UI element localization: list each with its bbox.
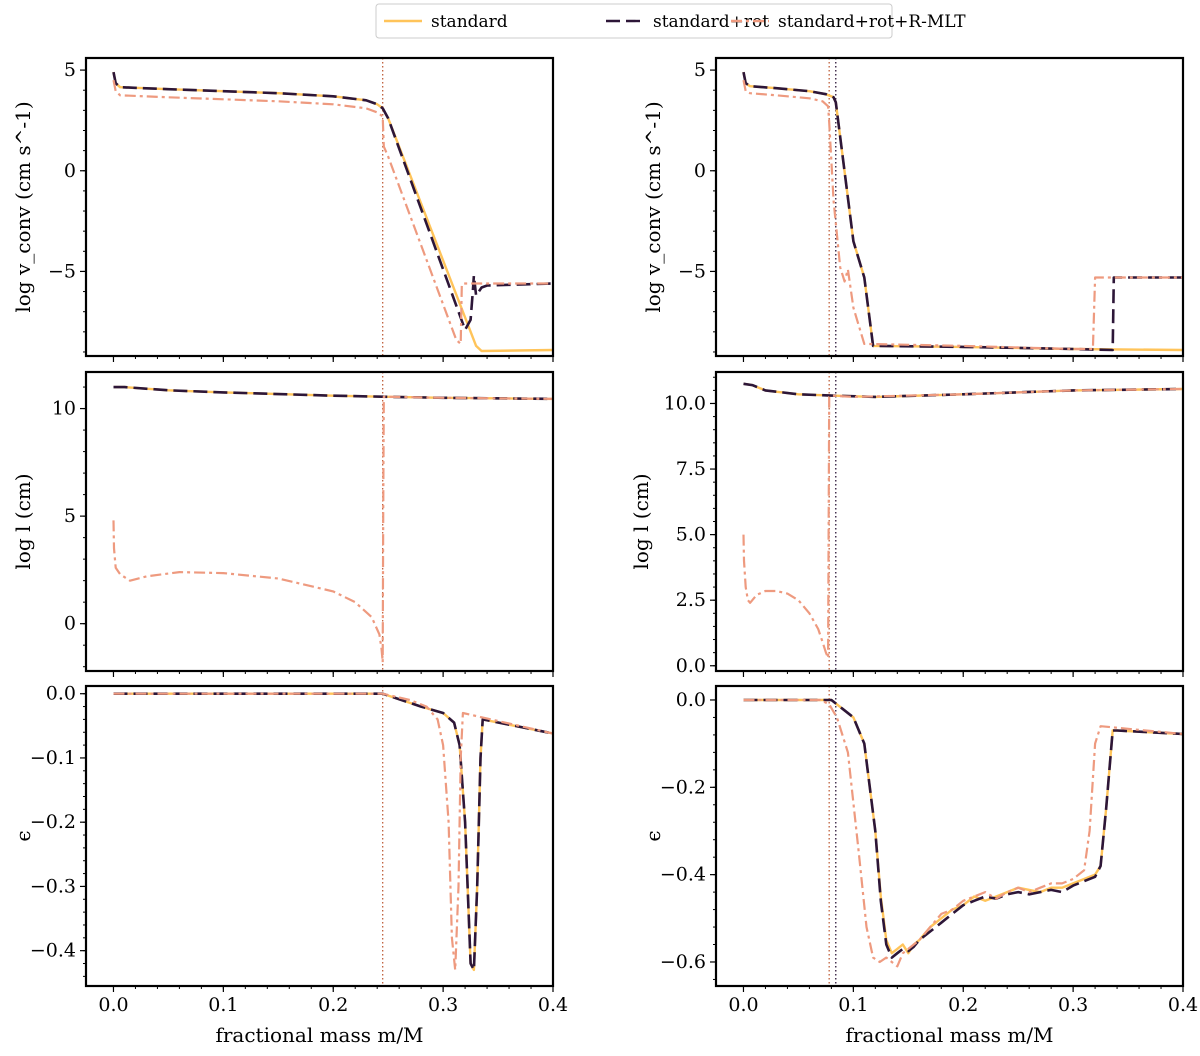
y-axis-label: log l (cm) bbox=[629, 473, 653, 569]
series-line-standard-rot-r-mlt bbox=[742, 79, 1183, 351]
x-tick-label: 0.2 bbox=[948, 994, 978, 1016]
series-line-standard bbox=[743, 698, 1183, 955]
legend-label: standard+rot+R-MLT bbox=[778, 12, 966, 32]
legend-label: standard+rot bbox=[653, 12, 769, 32]
series-line-standard-rot bbox=[113, 692, 553, 972]
y-tick-label: −5 bbox=[48, 260, 76, 282]
y-tick-label: −0.3 bbox=[30, 875, 76, 897]
series-line-standard-rot bbox=[113, 385, 553, 401]
series-line-standard-rot-r-mlt bbox=[742, 387, 1183, 660]
x-axis-label: fractional mass m/M bbox=[845, 1023, 1053, 1047]
x-tick-label: 0.4 bbox=[538, 994, 568, 1016]
y-tick-label: −0.4 bbox=[660, 864, 706, 886]
y-tick-label: 5 bbox=[694, 59, 706, 81]
y-tick-label: 5 bbox=[64, 505, 76, 527]
x-tick-label: 0.1 bbox=[208, 994, 238, 1016]
y-tick-label: −0.2 bbox=[30, 811, 76, 833]
x-tick-label: 0.0 bbox=[728, 994, 758, 1016]
axes-frame bbox=[714, 370, 1185, 673]
legend: standard standard+rot standard+rot+R-MLT bbox=[375, 3, 966, 39]
y-tick-label: 0 bbox=[64, 160, 76, 182]
series-line-standard bbox=[113, 692, 553, 972]
series-line-standard-rot bbox=[743, 382, 1183, 399]
series-line-standard-rot-r-mlt bbox=[113, 692, 553, 972]
y-tick-label: −0.4 bbox=[30, 940, 76, 962]
y-tick-label: 0 bbox=[64, 613, 76, 635]
panel-top-right: 5 0 −5 log v_conv (cm s^-1) bbox=[641, 56, 1185, 362]
y-tick-label: 10.0 bbox=[664, 392, 706, 414]
panel-top-left: 5 0 −5 log v_conv (cm s^-1) bbox=[11, 56, 555, 362]
panel-middle-right: 10.0 7.5 5.0 2.5 0.0 log l (cm) bbox=[629, 370, 1185, 677]
series-line-standard-rot bbox=[742, 71, 1183, 352]
y-axis-label: log v_conv (cm s^-1) bbox=[11, 101, 35, 312]
axes-frame bbox=[84, 56, 555, 358]
y-tick-label: 5 bbox=[64, 59, 76, 81]
series-line-standard bbox=[742, 71, 1183, 352]
axes-frame bbox=[714, 684, 1185, 988]
legend-label: standard bbox=[431, 12, 508, 32]
x-tick-label: 0.1 bbox=[838, 994, 868, 1016]
y-tick-label: −5 bbox=[678, 260, 706, 282]
x-tick-label: 0.2 bbox=[318, 994, 348, 1016]
series-line-standard-rot-r-mlt bbox=[112, 395, 553, 664]
y-axis-label: ϵ bbox=[11, 830, 35, 841]
y-axis-label: ϵ bbox=[641, 830, 665, 841]
legend-entry: standard+rot bbox=[606, 12, 769, 32]
series-line-standard-rot-r-mlt bbox=[112, 79, 553, 345]
y-tick-label: −0.2 bbox=[660, 776, 706, 798]
y-axis-label: log l (cm) bbox=[11, 473, 35, 569]
y-tick-label: 0.0 bbox=[676, 655, 706, 677]
y-tick-label: 5.0 bbox=[676, 524, 706, 546]
panel-bottom-right: 0.0 0.1 0.2 0.3 0.4 0.0 −0.2 −0.4 −0.6 ϵ fractiona… bbox=[641, 684, 1198, 1047]
series-line-standard-rot bbox=[743, 698, 1183, 959]
series-line-standard-rot bbox=[112, 71, 553, 332]
x-tick-label: 0.4 bbox=[1168, 994, 1198, 1016]
axes-frame bbox=[84, 370, 555, 673]
y-tick-label: −0.6 bbox=[660, 951, 706, 973]
legend-entry: standard bbox=[384, 12, 508, 32]
y-tick-label: 7.5 bbox=[676, 458, 706, 480]
panel-middle-left: 10 5 0 log l (cm) bbox=[11, 370, 555, 677]
axes-frame bbox=[714, 56, 1185, 358]
x-axis-label: fractional mass m/M bbox=[215, 1023, 423, 1047]
y-tick-label: 10 bbox=[52, 398, 76, 420]
panel-bottom-left: 0.0 0.1 0.2 0.3 0.4 0.0 −0.1 −0.2 −0.3 −0.4 ϵ fract… bbox=[11, 683, 568, 1047]
y-tick-label: 2.5 bbox=[676, 589, 706, 611]
axes-frame bbox=[84, 684, 555, 988]
series-line-standard bbox=[112, 71, 553, 353]
x-tick-label: 0.0 bbox=[98, 994, 128, 1016]
y-tick-label: −0.1 bbox=[30, 747, 76, 769]
series-line-standard-rot-r-mlt bbox=[743, 698, 1183, 968]
y-axis-label: log v_conv (cm s^-1) bbox=[641, 101, 665, 312]
y-tick-label: 0.0 bbox=[676, 689, 706, 711]
x-tick-label: 0.3 bbox=[1058, 994, 1088, 1016]
y-tick-label: 0 bbox=[694, 160, 706, 182]
legend-entry: standard+rot+R-MLT bbox=[731, 12, 966, 32]
x-tick-label: 0.3 bbox=[428, 994, 458, 1016]
y-tick-label: 0.0 bbox=[46, 683, 76, 705]
